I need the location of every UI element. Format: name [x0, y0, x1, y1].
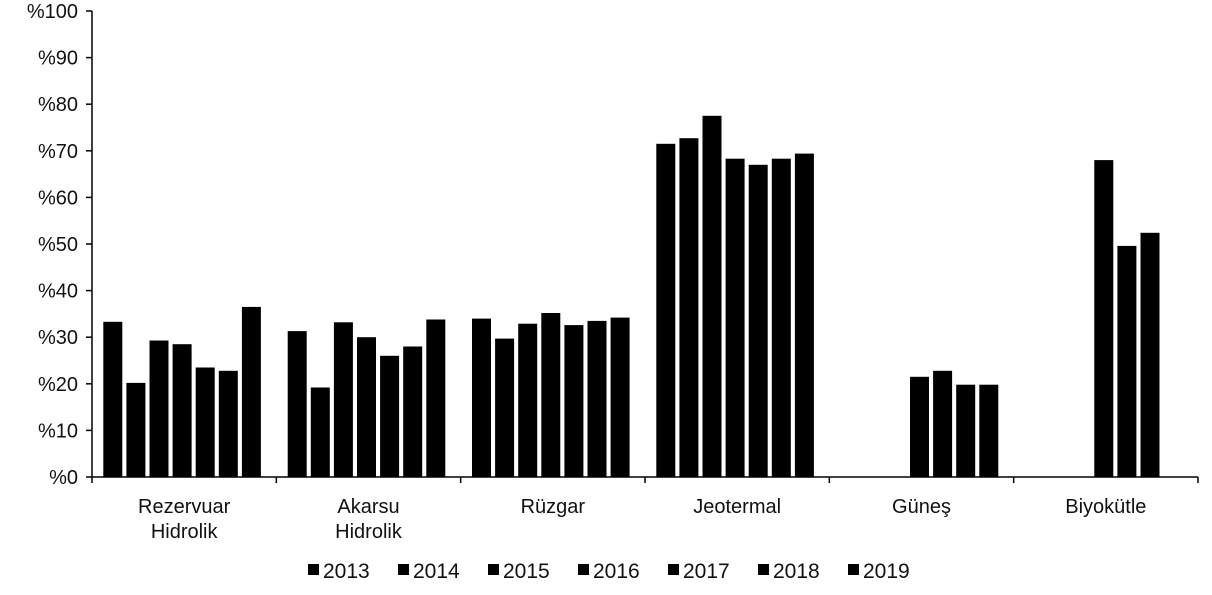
bar-2016-cat-1 — [357, 337, 376, 477]
y-tick-label: %0 — [49, 467, 78, 489]
bar-2016-cat-0 — [172, 344, 192, 477]
x-axis: Rezervuar Hidrolik Akarsu Hidrolik Rüzgar Jeo… — [91, 476, 1199, 543]
y-tick-label: %20 — [38, 374, 78, 396]
bar-2019-cat-1 — [426, 319, 446, 477]
legend-label-2013: 2013 — [323, 560, 370, 583]
legend-label-2014: 2014 — [413, 560, 460, 583]
bar-2016-cat-4 — [910, 376, 929, 477]
y-tick-label: %80 — [38, 94, 78, 116]
bar-2017-cat-2 — [564, 325, 584, 477]
y-axis: %0 %10 %20 %30 %40 %50 %60 %70 %80 %90 %100 — [27, 1, 93, 489]
legend-label-2016: 2016 — [593, 560, 640, 583]
y-tick-label: %90 — [38, 48, 78, 70]
bar-2017-cat-1 — [380, 355, 400, 477]
legend-swatch-2019 — [848, 564, 859, 575]
bar-2018-cat-0 — [218, 370, 238, 477]
x-category-label: Akarsu Hidrolik — [335, 496, 403, 543]
bar-2019-cat-0 — [241, 306, 261, 477]
legend-label-2019: 2019 — [863, 560, 910, 583]
bar-2016-cat-5 — [1094, 160, 1114, 477]
bar-2017-cat-3 — [748, 164, 768, 478]
bar-2018-cat-3 — [771, 158, 791, 477]
legend-label-2018: 2018 — [773, 560, 820, 583]
bar-2013-cat-1 — [287, 331, 307, 477]
x-category-label: Jeotermal — [693, 496, 781, 518]
bar-2013-cat-3 — [656, 143, 676, 478]
legend-swatch-2015 — [488, 564, 499, 575]
bar-2014-cat-1 — [310, 387, 330, 477]
bar-2013-cat-2 — [472, 318, 491, 477]
bar-2019-cat-2 — [610, 317, 630, 477]
bar-2015-cat-0 — [149, 340, 169, 477]
bar-2015-cat-1 — [333, 322, 353, 477]
bar-2016-cat-2 — [541, 313, 561, 477]
bar-2018-cat-2 — [587, 320, 607, 477]
bar-2017-cat-0 — [195, 367, 215, 477]
x-category-label: Güneş — [892, 496, 951, 518]
legend: 2013 2014 2015 2016 2017 2018 2019 — [308, 560, 910, 583]
bar-2018-cat-1 — [403, 346, 423, 477]
bar-2017-cat-4 — [933, 370, 953, 477]
legend-swatch-2014 — [398, 564, 409, 575]
bar-2017-cat-5 — [1117, 245, 1137, 477]
y-tick-label: %50 — [38, 234, 78, 256]
bar-2014-cat-2 — [495, 338, 515, 477]
x-category-label: Rezervuar Hidrolik — [138, 496, 231, 543]
legend-swatch-2017 — [668, 564, 679, 575]
legend-swatch-2013 — [308, 564, 319, 575]
legend-label-2017: 2017 — [683, 560, 730, 583]
bar-2016-cat-3 — [725, 158, 745, 477]
y-tick-label: %100 — [27, 1, 78, 23]
legend-swatch-2016 — [578, 564, 589, 575]
bar-2015-cat-3 — [702, 115, 722, 478]
y-tick-label: %40 — [38, 281, 78, 303]
bar-2019-cat-3 — [794, 153, 814, 477]
y-tick-label: %10 — [38, 420, 78, 442]
y-tick-label: %30 — [38, 327, 78, 349]
y-tick-label: %60 — [38, 187, 78, 209]
x-category-label: Biyokütle — [1065, 496, 1146, 518]
bar-2015-cat-2 — [518, 323, 538, 477]
bar-2013-cat-0 — [103, 321, 123, 477]
y-tick-label: %70 — [38, 141, 78, 163]
bar-2018-cat-4 — [956, 384, 976, 477]
bar-2014-cat-0 — [126, 382, 146, 477]
bar-2018-cat-5 — [1140, 232, 1160, 477]
bar-2014-cat-3 — [679, 138, 699, 477]
x-category-label: Rüzgar — [521, 496, 586, 518]
legend-swatch-2018 — [758, 564, 769, 575]
bars — [103, 115, 1160, 478]
legend-label-2015: 2015 — [503, 560, 550, 583]
bar-2019-cat-4 — [979, 384, 999, 477]
